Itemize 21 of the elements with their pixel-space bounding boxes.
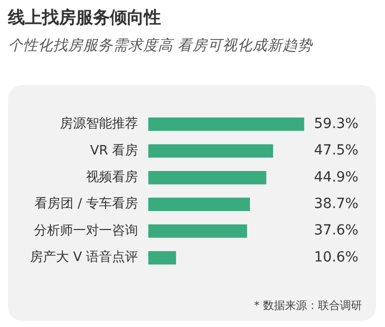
bar (148, 170, 266, 184)
bar (148, 224, 248, 238)
y-tick-label: 看房团 / 专车看房 (34, 196, 138, 212)
bar (148, 144, 274, 158)
data-label: 37.6% (314, 222, 358, 239)
y-tick-label: 视频看房 (86, 169, 138, 186)
y-tick-label: 房源智能推荐 (60, 116, 138, 132)
bar (148, 251, 176, 265)
data-label: 59.3% (314, 116, 358, 132)
bar (148, 117, 304, 131)
chart-subtitle: 个性化找房服务需求度高 看房可视化成新趋势 (8, 36, 313, 55)
y-tick-label: 分析师一对一咨询 (34, 223, 138, 238)
data-label: 44.9% (314, 169, 358, 186)
chart-title: 线上找房服务倾向性 (8, 7, 161, 29)
text: * 数据来源：联合调研 (254, 298, 362, 313)
bar (148, 198, 250, 212)
y-tick-label: VR 看房 (90, 142, 138, 158)
data-label: 47.5% (314, 142, 358, 159)
y-tick-label: 房产大 V 语音点评 (30, 249, 138, 266)
data-label: 10.6% (314, 249, 358, 266)
data-label: 38.7% (314, 196, 358, 212)
